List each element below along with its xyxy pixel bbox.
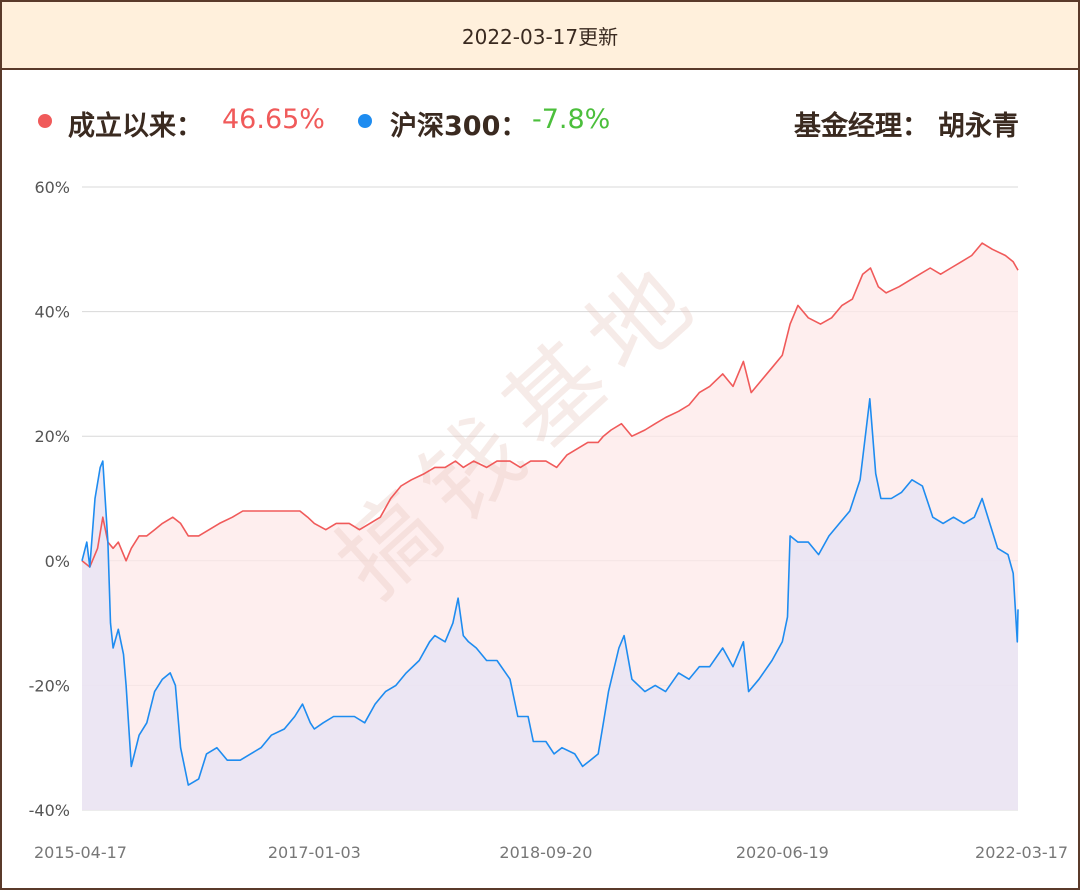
series-line-1 <box>81 398 1019 786</box>
fund-series-label: 成立以来： <box>68 111 203 142</box>
update-banner: 2022-03-17更新 <box>2 2 1078 70</box>
grid-lines <box>82 186 1018 811</box>
y-tick-label: -20% <box>29 676 70 695</box>
index-series-dot <box>358 114 372 128</box>
series-area-0 <box>82 243 1018 811</box>
y-tick-label: 60% <box>34 178 70 197</box>
x-tick-label: 2017-01-03 <box>268 843 361 862</box>
series-line-0 <box>81 242 1019 568</box>
x-axis-ticks: 2015-04-17 2017-01-03 2018-09-20 2020-06-19… <box>34 843 1068 862</box>
x-tick-label: 2022-03-17 <box>975 843 1068 862</box>
series-lines <box>81 242 1019 786</box>
x-tick-label: 2015-04-17 <box>34 843 127 862</box>
y-tick-label: -40% <box>29 801 70 820</box>
fund-manager-label: 基金经理： <box>794 111 929 142</box>
update-date-text: 2022-03-17更新 <box>461 24 619 49</box>
y-tick-label: 0% <box>45 552 70 571</box>
fund-series-dot <box>38 114 52 128</box>
series-areas <box>82 243 1018 811</box>
y-tick-label: 40% <box>34 303 70 322</box>
chart-legend: 成立以来： 46.65% 沪深300： -7.8% 基金经理： 胡永青 <box>2 98 1078 148</box>
series-area-1 <box>82 398 1018 810</box>
index-series-label: 沪深300： <box>390 111 528 142</box>
x-tick-label: 2020-06-19 <box>736 843 829 862</box>
fund-manager-name: 胡永青 <box>938 111 1019 142</box>
y-tick-label: 20% <box>34 427 70 446</box>
fund-series-value: 46.65% <box>222 104 325 135</box>
x-tick-label: 2018-09-20 <box>499 843 592 862</box>
index-series-value: -7.8% <box>532 104 611 135</box>
y-axis-ticks: 60% 40% 20% 0% -20% -40% <box>29 178 70 820</box>
watermark-text: 搞钱基地 <box>316 236 724 619</box>
